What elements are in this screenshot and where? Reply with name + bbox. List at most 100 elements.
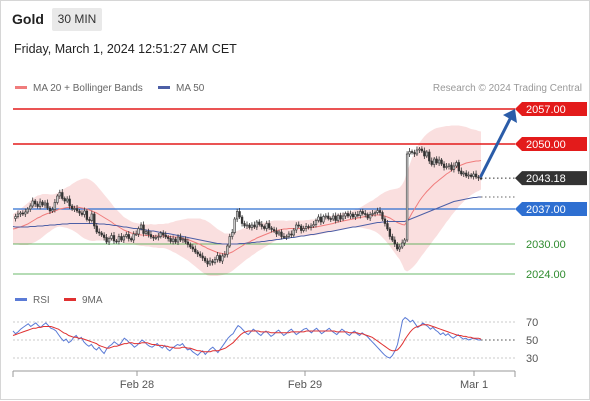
candle [324, 213, 327, 220]
candle [474, 170, 478, 179]
candle [290, 230, 293, 238]
legend-rsi-swatch [15, 298, 27, 301]
x-tick-label: Feb 29 [288, 379, 322, 391]
candle [208, 257, 212, 266]
candle-body [171, 238, 175, 242]
candle-body [216, 255, 219, 260]
candle [221, 253, 224, 264]
candle-body [452, 165, 456, 170]
candle-body [381, 212, 384, 220]
candle-body [159, 232, 162, 237]
candle [450, 162, 453, 172]
candle [83, 207, 86, 218]
candle [211, 259, 214, 266]
candle [90, 210, 93, 223]
candle [300, 224, 303, 234]
candle [435, 156, 438, 165]
candle [78, 209, 81, 216]
candle-body [115, 240, 118, 243]
candle [233, 217, 236, 235]
candle-body [147, 231, 150, 235]
candle-body [349, 213, 352, 217]
candle-body [162, 232, 165, 236]
candle-body [371, 213, 374, 215]
candle [107, 236, 111, 245]
candle-body [235, 211, 239, 220]
candle [53, 199, 57, 213]
candle-body [43, 202, 47, 206]
candle-body [280, 231, 283, 237]
candle-body [19, 212, 22, 215]
candle-body [467, 174, 470, 177]
rsi-line [12, 316, 481, 359]
candle-body [258, 221, 261, 225]
candle-body [46, 202, 49, 209]
candle-body [272, 229, 276, 232]
candle [157, 233, 160, 241]
candle [98, 228, 101, 236]
candle-body [66, 198, 69, 202]
candle [408, 148, 411, 157]
legend-ma50-label: MA 50 [176, 83, 205, 94]
candle [56, 194, 59, 205]
candle [122, 234, 126, 243]
candle [154, 234, 158, 240]
candle-body [132, 233, 135, 241]
candle-body [425, 151, 428, 157]
timeframe-button[interactable]: 30 MIN [52, 8, 102, 31]
candle [19, 211, 22, 217]
candle-body [24, 211, 27, 215]
candle [282, 233, 286, 239]
candle [368, 211, 372, 221]
rsi-tick-70: 70 [526, 317, 538, 329]
candle [366, 212, 369, 220]
candle [159, 231, 162, 239]
legend-ma20-label: MA 20 + Bollinger Bands [33, 83, 143, 94]
candle-body [125, 234, 128, 237]
bollinger-band [13, 125, 481, 276]
candle-body [401, 242, 404, 248]
credit-text: Research © 2024 Trading Central [433, 83, 582, 94]
candle [162, 230, 165, 238]
candle [477, 175, 480, 181]
candle [277, 230, 281, 236]
candle-body [208, 260, 212, 265]
candle [105, 234, 108, 244]
candle [196, 250, 199, 257]
candle [102, 232, 106, 241]
candle [43, 200, 47, 208]
candle [110, 232, 113, 241]
candle [405, 151, 409, 242]
symbol-title: Gold [12, 11, 44, 27]
candle-body [455, 162, 458, 167]
candle-body [260, 224, 263, 227]
candle [61, 189, 64, 201]
candle-body [457, 162, 460, 172]
candle-body [388, 228, 392, 237]
candle-body [90, 213, 93, 221]
candle [231, 229, 234, 240]
legend-ma50-swatch [158, 86, 170, 89]
candle [445, 163, 448, 170]
candle-body [319, 216, 323, 223]
candle-body [70, 205, 74, 210]
candle-body [405, 153, 409, 241]
candle-body [356, 214, 360, 216]
candle [250, 222, 254, 231]
candle [462, 171, 465, 177]
candle [373, 210, 377, 217]
main-panel: 2057.00 2050.00 2037.00 2030.00 2024.00 2043.… [12, 102, 587, 281]
candle-body [169, 238, 172, 242]
candle [38, 198, 42, 210]
candle-body [34, 200, 37, 205]
candle [341, 212, 345, 221]
level-tag-shape [515, 137, 587, 151]
forecast-arrow-shaft [479, 115, 513, 178]
candle-body [179, 236, 182, 241]
candle [70, 204, 74, 211]
candle-body [437, 159, 441, 164]
candle-body [80, 212, 84, 215]
legend-rsi-label: RSI [33, 295, 50, 306]
candle [235, 208, 239, 222]
